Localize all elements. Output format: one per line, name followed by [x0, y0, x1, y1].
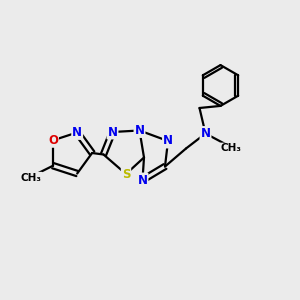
- Text: CH₃: CH₃: [21, 173, 42, 183]
- Text: N: N: [137, 173, 148, 187]
- Text: N: N: [200, 127, 211, 140]
- Text: N: N: [72, 126, 82, 139]
- Text: N: N: [163, 134, 173, 148]
- Text: S: S: [122, 167, 130, 181]
- Text: CH₃: CH₃: [220, 143, 242, 154]
- Text: N: N: [107, 125, 118, 139]
- Text: O: O: [48, 134, 58, 147]
- Text: N: N: [134, 124, 145, 137]
